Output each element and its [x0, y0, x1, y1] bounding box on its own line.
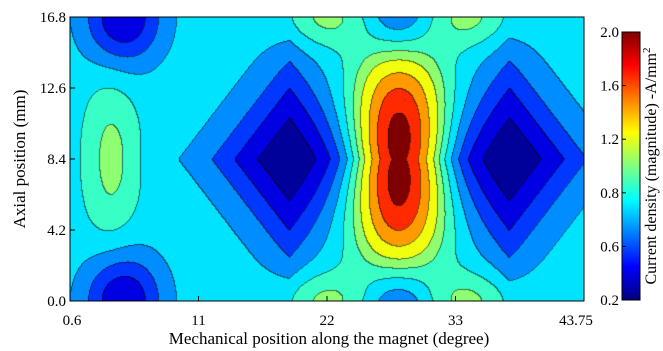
colorbar-tick-label: 0.8	[600, 186, 619, 202]
colorbar-label: Current density (magnitude) -A/mm2	[641, 47, 660, 284]
colorbar	[621, 31, 641, 301]
colorbar-tick-label: 0.6	[600, 239, 619, 255]
colorbar-tick-label: 0.2	[600, 293, 619, 309]
colorbar-tick-label: 2.0	[600, 25, 619, 41]
x-tick-label: 0.6	[63, 313, 82, 329]
x-axis-ticks: 0.6 11 22 33 43.75	[63, 296, 593, 329]
colorbar-tick-label: 1.2	[600, 132, 619, 148]
colorbar-fill	[621, 31, 641, 301]
x-tick-label: 33	[448, 313, 463, 329]
colorbar-label-text: Current density (magnitude) -A/mm	[643, 52, 660, 284]
x-tick-label: 22	[320, 313, 335, 329]
y-tick-label: 16.8	[40, 10, 66, 26]
x-tick-label: 11	[191, 313, 205, 329]
y-tick-label: 8.4	[47, 152, 66, 168]
x-tick-label: 43.75	[559, 313, 593, 329]
plot-area	[69, 16, 585, 302]
colorbar-ticks: 2.0 1.6 1.2 0.8 0.6 0.2	[600, 25, 626, 309]
heatmap-image	[70, 17, 584, 301]
x-axis-label: Mechanical position along the magnet (de…	[169, 329, 490, 348]
y-axis-ticks: 16.8 12.6 8.4 4.2 0.0	[40, 10, 75, 310]
colorbar-tick-label: 1.6	[600, 79, 619, 95]
y-axis-label: Axial position (mm)	[10, 90, 29, 229]
y-tick-label: 4.2	[47, 223, 66, 239]
colorbar-label-superscript: 2	[641, 47, 653, 53]
y-tick-label: 0.0	[47, 294, 66, 310]
y-tick-label: 12.6	[40, 81, 67, 97]
